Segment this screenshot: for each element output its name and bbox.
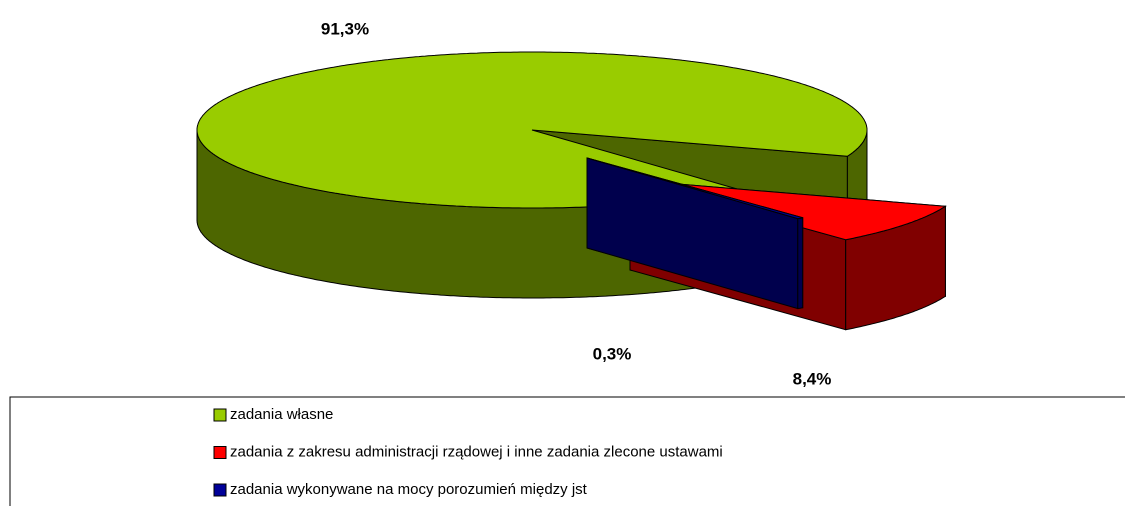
legend-frame [9,396,1125,506]
value-label: 91,3% [321,19,369,38]
value-label: 0,3% [593,344,632,363]
slice-wall [797,217,804,310]
legend-swatch [213,408,227,422]
slice [586,157,803,220]
pie [196,51,947,331]
legend-label: zadania z zakresu administracji rządowej… [230,443,723,460]
legend-swatch [213,446,227,459]
slice [196,51,868,209]
labels: 91,3% 8,4% 0,3% zadania własne zadania z zak… [213,19,832,498]
legend-label: zadania wykonywane na mocy porozumień mi… [230,481,588,498]
legend-label: zadania własne [230,406,333,423]
value-label: 8,4% [793,369,832,388]
legend-swatch [213,483,227,497]
